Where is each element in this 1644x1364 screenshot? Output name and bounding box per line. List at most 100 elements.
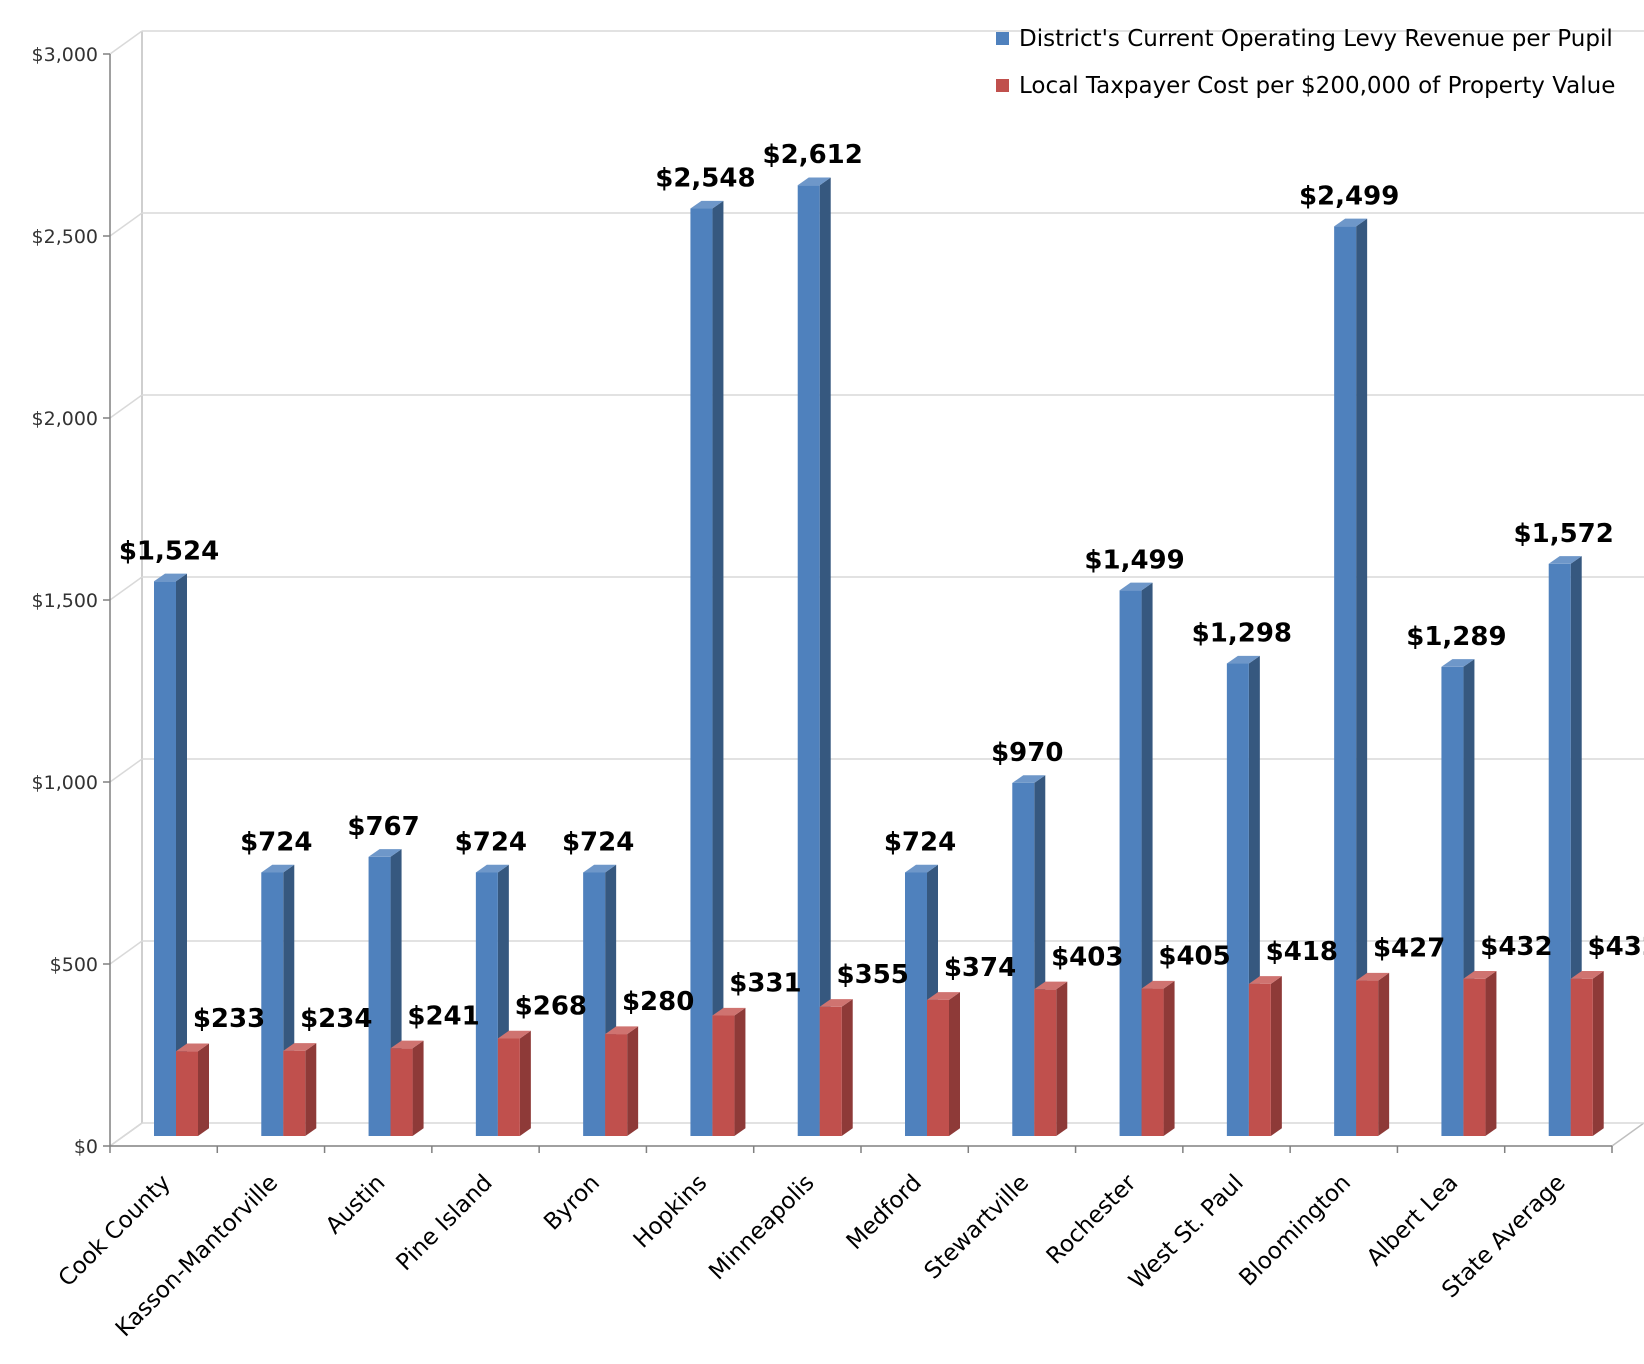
bar-top bbox=[905, 864, 938, 873]
legend-swatch-levy-revenue bbox=[996, 32, 1009, 45]
bar-top bbox=[176, 1043, 209, 1052]
bar-side bbox=[734, 1007, 746, 1136]
bar-top bbox=[1226, 655, 1260, 664]
bar-front bbox=[475, 872, 498, 1136]
bar-side bbox=[176, 573, 187, 1136]
bar-side bbox=[819, 177, 831, 1137]
bar-top bbox=[1334, 218, 1368, 227]
bar-top bbox=[283, 1043, 317, 1051]
bar-taxpayer-cost bbox=[1356, 972, 1390, 1136]
legend-label-taxpayer-cost: Local Taxpayer Cost per $200,000 of Prop… bbox=[1019, 73, 1615, 99]
x-category-label: West St. Paul bbox=[1124, 1170, 1248, 1294]
data-label-taxpayer-cost: $268 bbox=[515, 991, 587, 1021]
bar-taxpayer-cost bbox=[283, 1043, 317, 1136]
data-label-levy-revenue: $724 bbox=[240, 827, 312, 857]
bar-front bbox=[1356, 980, 1379, 1136]
bar-top bbox=[1570, 971, 1604, 979]
bar-taxpayer-cost bbox=[176, 1043, 209, 1136]
bar-front bbox=[690, 208, 713, 1136]
x-category-label: Pine Island bbox=[392, 1170, 498, 1276]
bar-side bbox=[519, 1030, 531, 1136]
bar-taxpayer-cost bbox=[819, 999, 853, 1136]
bar-side bbox=[1270, 976, 1282, 1136]
x-category-label: Austin bbox=[321, 1170, 390, 1239]
data-label-taxpayer-cost: $418 bbox=[1266, 937, 1338, 967]
bar-side bbox=[1592, 971, 1604, 1136]
y-tick-label: $3,000 bbox=[32, 44, 98, 66]
data-label-taxpayer-cost: $405 bbox=[1158, 942, 1230, 972]
x-category-label: Rochester bbox=[1042, 1169, 1142, 1269]
bar-front bbox=[1248, 983, 1271, 1136]
bar-front bbox=[905, 872, 927, 1136]
bar-top bbox=[1034, 981, 1068, 990]
data-label-levy-revenue: $724 bbox=[884, 827, 956, 857]
bar-front bbox=[283, 1050, 306, 1136]
bar-front bbox=[1141, 988, 1164, 1136]
data-label-levy-revenue: $1,524 bbox=[119, 536, 219, 566]
y-tick-label: $1,500 bbox=[32, 590, 98, 612]
bar-side bbox=[1356, 218, 1368, 1136]
bar-front bbox=[1226, 663, 1249, 1136]
bar-front bbox=[1463, 978, 1486, 1136]
bar-front bbox=[1119, 590, 1142, 1136]
bar-taxpayer-cost bbox=[390, 1040, 424, 1136]
data-label-levy-revenue: $1,289 bbox=[1406, 622, 1506, 652]
bar-front bbox=[1570, 978, 1593, 1136]
gridline-depth bbox=[109, 212, 143, 237]
bar-front bbox=[712, 1015, 735, 1136]
bar-top bbox=[1463, 971, 1497, 979]
legend-label-levy-revenue: District's Current Operating Levy Revenu… bbox=[1019, 26, 1613, 52]
bar-taxpayer-cost bbox=[497, 1030, 531, 1136]
data-label-taxpayer-cost: $280 bbox=[622, 987, 694, 1017]
bar-top bbox=[1012, 775, 1046, 783]
data-label-taxpayer-cost: $427 bbox=[1373, 934, 1445, 964]
bar-taxpayer-cost bbox=[1570, 971, 1604, 1136]
data-label-levy-revenue: $1,499 bbox=[1084, 545, 1184, 575]
bar-top bbox=[368, 849, 402, 857]
bar-taxpayer-cost bbox=[712, 1007, 746, 1136]
bar-front bbox=[154, 581, 176, 1136]
bar-layer bbox=[154, 177, 1604, 1137]
bar-front bbox=[605, 1034, 628, 1136]
y-tick-label: $1,000 bbox=[32, 772, 98, 794]
bar-top bbox=[1119, 582, 1153, 591]
label-layer: $1,524 $233 $724 $234 $767 $241 $724 $268 $724 $2… bbox=[119, 140, 1644, 1034]
bar-front bbox=[390, 1048, 413, 1136]
bar-side bbox=[1163, 980, 1175, 1136]
bar-front bbox=[797, 185, 820, 1136]
bar-side bbox=[1056, 981, 1068, 1136]
x-category-label: Medford bbox=[842, 1170, 927, 1255]
x-category-label: Minneapolis bbox=[704, 1170, 819, 1285]
bar-top bbox=[261, 864, 295, 873]
data-label-taxpayer-cost: $233 bbox=[193, 1004, 265, 1034]
bar-levy-revenue bbox=[797, 177, 831, 1137]
bar-taxpayer-cost bbox=[605, 1026, 639, 1136]
bar-top bbox=[927, 992, 960, 1000]
gridline-depth bbox=[109, 940, 143, 965]
data-label-taxpayer-cost: $432 bbox=[1588, 932, 1644, 962]
bar-levy-revenue bbox=[690, 200, 724, 1136]
bar-front bbox=[368, 856, 391, 1136]
bar-top bbox=[390, 1040, 424, 1049]
y-tick-label: $2,000 bbox=[32, 408, 98, 430]
gridline-depth bbox=[109, 1122, 143, 1147]
bar-top bbox=[690, 200, 724, 209]
bar-front bbox=[1012, 782, 1035, 1136]
y-tick-label: $0 bbox=[74, 1136, 98, 1158]
data-label-taxpayer-cost: $234 bbox=[300, 1004, 372, 1034]
bar-top bbox=[497, 1030, 531, 1039]
bar-front bbox=[1034, 989, 1057, 1136]
bar-side bbox=[412, 1040, 424, 1136]
x-category-label: Bloomington bbox=[1234, 1170, 1356, 1292]
bar-front bbox=[1441, 666, 1464, 1136]
bar-top bbox=[797, 177, 831, 186]
bar-top bbox=[1548, 556, 1582, 564]
legend: District's Current Operating Levy Revenu… bbox=[996, 26, 1615, 99]
x-category-label: Albert Lea bbox=[1362, 1170, 1463, 1271]
data-label-taxpayer-cost: $331 bbox=[729, 969, 801, 999]
bar-top bbox=[1141, 980, 1175, 989]
bar-side bbox=[841, 999, 853, 1136]
gridline-depth bbox=[109, 576, 143, 601]
bar-levy-revenue bbox=[1334, 218, 1368, 1136]
bar-side bbox=[1485, 971, 1497, 1136]
